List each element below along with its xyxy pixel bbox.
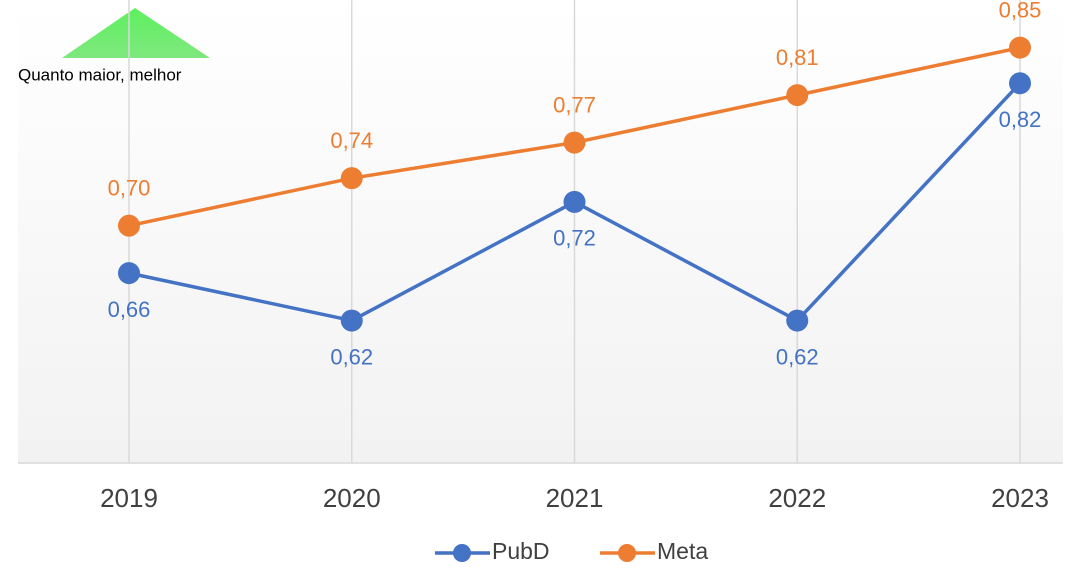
x-tick-label: 2019: [100, 483, 158, 513]
legend-marker: [453, 544, 471, 562]
annotation: Quanto maior, melhor: [18, 65, 182, 84]
x-tick-label: 2023: [991, 483, 1049, 513]
data-label: 0,77: [553, 92, 596, 117]
data-label: 0,70: [108, 175, 151, 200]
point: [786, 309, 809, 332]
data-label: 0,74: [330, 128, 373, 153]
data-label: 0,66: [108, 297, 151, 322]
x-tick-label: 2020: [323, 483, 381, 513]
data-label: 0,85: [999, 0, 1042, 22]
data-label: 0,72: [553, 226, 596, 251]
point: [563, 190, 586, 213]
point: [563, 131, 586, 154]
point: [1009, 36, 1031, 59]
point: [786, 84, 809, 107]
data-label: 0,82: [999, 107, 1042, 132]
data-label: 0,62: [330, 344, 373, 369]
point: [1009, 72, 1031, 95]
legend-label: Meta: [657, 538, 708, 564]
point: [340, 167, 363, 190]
legend-marker: [618, 544, 636, 562]
point: [118, 262, 140, 285]
point: [340, 309, 363, 332]
better-arrow: [62, 8, 210, 58]
legend-label: PubD: [492, 538, 550, 564]
x-tick-label: 2021: [546, 483, 604, 513]
data-label: 0,81: [776, 45, 819, 70]
point: [118, 214, 140, 237]
x-tick-label: 2022: [768, 483, 826, 513]
data-label: 0,62: [776, 344, 819, 369]
